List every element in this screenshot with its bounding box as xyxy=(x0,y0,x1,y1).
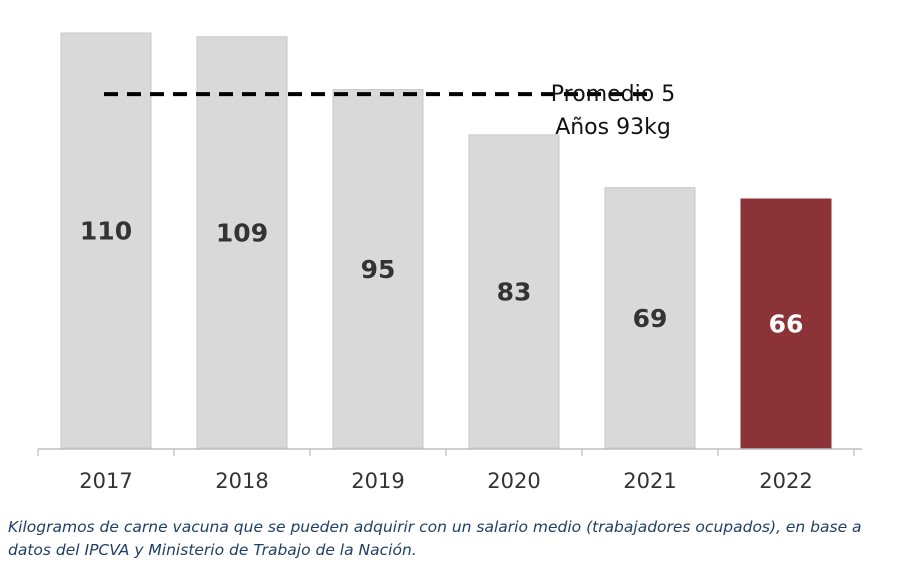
x-tick-label-2022: 2022 xyxy=(759,469,812,493)
bar-2021 xyxy=(604,187,696,449)
bar-2017 xyxy=(60,32,152,449)
x-tick-label-2020: 2020 xyxy=(487,469,540,493)
data-label-2022: 66 xyxy=(769,310,804,339)
chart-caption: Kilogramos de carne vacuna que se pueden… xyxy=(8,518,862,559)
average-label-line-2: Años 93kg xyxy=(555,115,671,140)
bar-2019 xyxy=(332,89,424,449)
x-tick-label-2019: 2019 xyxy=(351,469,404,493)
x-tick-label-2017: 2017 xyxy=(79,469,132,493)
data-label-2019: 95 xyxy=(361,255,396,284)
data-label-2020: 83 xyxy=(497,277,532,306)
bar-2020 xyxy=(468,134,560,449)
bar-chart: 110 109 95 83 69 66 2017 2018 2019 2020 2021 2022 Pr… xyxy=(37,32,862,493)
bar-2022 xyxy=(740,198,832,449)
bar-2018 xyxy=(196,36,288,449)
average-label-line-1: Promedio 5 xyxy=(551,82,675,107)
data-label-2017: 110 xyxy=(80,217,132,246)
x-tick-label-2018: 2018 xyxy=(215,469,268,493)
data-label-2018: 109 xyxy=(216,218,268,247)
chart: 110 109 95 83 69 66 2017 2018 2019 2020 2021 2022 Pr… xyxy=(37,32,862,493)
data-label-2021: 69 xyxy=(633,304,668,333)
x-tick-label-2021: 2021 xyxy=(623,469,676,493)
